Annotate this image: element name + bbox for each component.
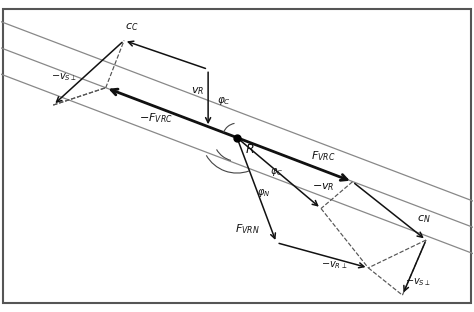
Text: $\varphi_C$: $\varphi_C$ xyxy=(270,166,283,178)
Text: $v_R$: $v_R$ xyxy=(191,85,204,97)
Text: $F_{VRC}$: $F_{VRC}$ xyxy=(311,149,336,163)
Text: $c_N$: $c_N$ xyxy=(417,213,430,225)
Text: $-v_{R\perp}$: $-v_{R\perp}$ xyxy=(321,259,347,271)
Text: $-F_{VRC}$: $-F_{VRC}$ xyxy=(139,111,173,124)
Text: $-v_{S\perp}$: $-v_{S\perp}$ xyxy=(405,276,431,288)
Text: $\varphi_C$: $\varphi_C$ xyxy=(217,95,231,107)
Text: $c_C$: $c_C$ xyxy=(125,22,139,33)
Text: $R$: $R$ xyxy=(246,143,255,156)
Text: $\varphi_N$: $\varphi_N$ xyxy=(256,187,270,199)
Text: $F_{VRN}$: $F_{VRN}$ xyxy=(235,223,260,236)
Text: $-v_{S\perp}$: $-v_{S\perp}$ xyxy=(51,71,77,83)
Text: $-v_R$: $-v_R$ xyxy=(312,182,335,193)
